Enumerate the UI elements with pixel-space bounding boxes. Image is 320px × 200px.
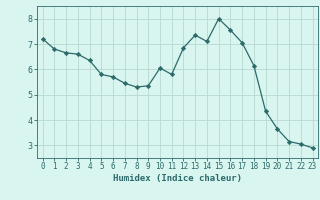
X-axis label: Humidex (Indice chaleur): Humidex (Indice chaleur)	[113, 174, 242, 183]
